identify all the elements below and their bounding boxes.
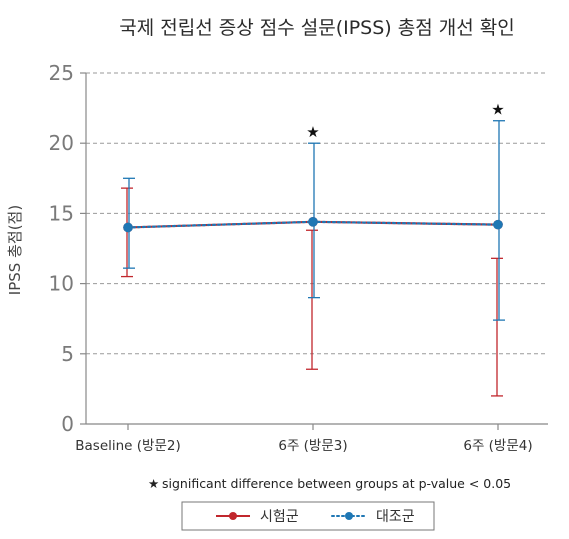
y-tick-labels: 0 5 10 15 20 25 bbox=[49, 61, 86, 436]
data-point bbox=[308, 217, 318, 227]
y-tick-label: 20 bbox=[49, 131, 74, 155]
significance-star-icon: ★ bbox=[491, 101, 504, 119]
x-tick-labels: Baseline (방문2) 6주 (방문3) 6주 (방문4) bbox=[75, 424, 533, 454]
error-bars bbox=[121, 120, 505, 397]
legend: 시험군 대조군 bbox=[181, 501, 435, 531]
data-point bbox=[123, 222, 133, 233]
data-points bbox=[123, 217, 503, 233]
significance-star-icon: ★ bbox=[306, 123, 319, 141]
x-tick-label: Baseline (방문2) bbox=[75, 438, 181, 454]
y-tick-label: 0 bbox=[61, 412, 74, 436]
y-tick-label: 15 bbox=[49, 201, 74, 225]
data-point bbox=[493, 219, 503, 230]
gridlines bbox=[86, 72, 548, 355]
legend-label: 시험군 bbox=[260, 509, 299, 525]
legend-label: 대조군 bbox=[376, 509, 415, 525]
y-tick-label: 5 bbox=[61, 342, 74, 366]
significance-markers: ★★ bbox=[306, 101, 504, 141]
footnote-text: significant difference between groups at… bbox=[162, 476, 511, 491]
axes bbox=[85, 73, 548, 425]
y-axis-label: IPSS 총점(점) bbox=[6, 205, 24, 295]
chart-title: 국제 전립선 증상 점수 설문(IPSS) 총점 개선 확인 bbox=[119, 17, 514, 39]
footnote: ★ significant difference between groups … bbox=[148, 476, 511, 491]
y-tick-label: 10 bbox=[49, 272, 74, 296]
x-tick-label: 6주 (방문4) bbox=[463, 438, 532, 454]
y-tick-label: 25 bbox=[49, 61, 74, 85]
x-tick-label: 6주 (방문3) bbox=[278, 438, 347, 454]
legend-marker bbox=[229, 512, 237, 520]
legend-marker bbox=[345, 512, 353, 520]
footnote-star-icon: ★ bbox=[148, 476, 159, 491]
